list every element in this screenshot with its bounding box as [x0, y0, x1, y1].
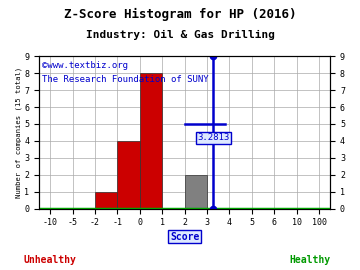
Text: Healthy: Healthy — [289, 255, 330, 265]
Text: Unhealthy: Unhealthy — [24, 255, 77, 265]
Text: Industry: Oil & Gas Drilling: Industry: Oil & Gas Drilling — [86, 30, 275, 40]
Y-axis label: Number of companies (15 total): Number of companies (15 total) — [15, 67, 22, 198]
Text: ©www.textbiz.org: ©www.textbiz.org — [42, 61, 128, 70]
Text: The Research Foundation of SUNY: The Research Foundation of SUNY — [42, 75, 208, 84]
Bar — [185, 175, 207, 209]
Bar — [117, 141, 140, 209]
Bar — [140, 73, 162, 209]
X-axis label: Score: Score — [170, 231, 199, 241]
Text: 3.2813: 3.2813 — [197, 133, 229, 142]
Text: Z-Score Histogram for HP (2016): Z-Score Histogram for HP (2016) — [64, 8, 296, 21]
Bar — [95, 192, 117, 209]
